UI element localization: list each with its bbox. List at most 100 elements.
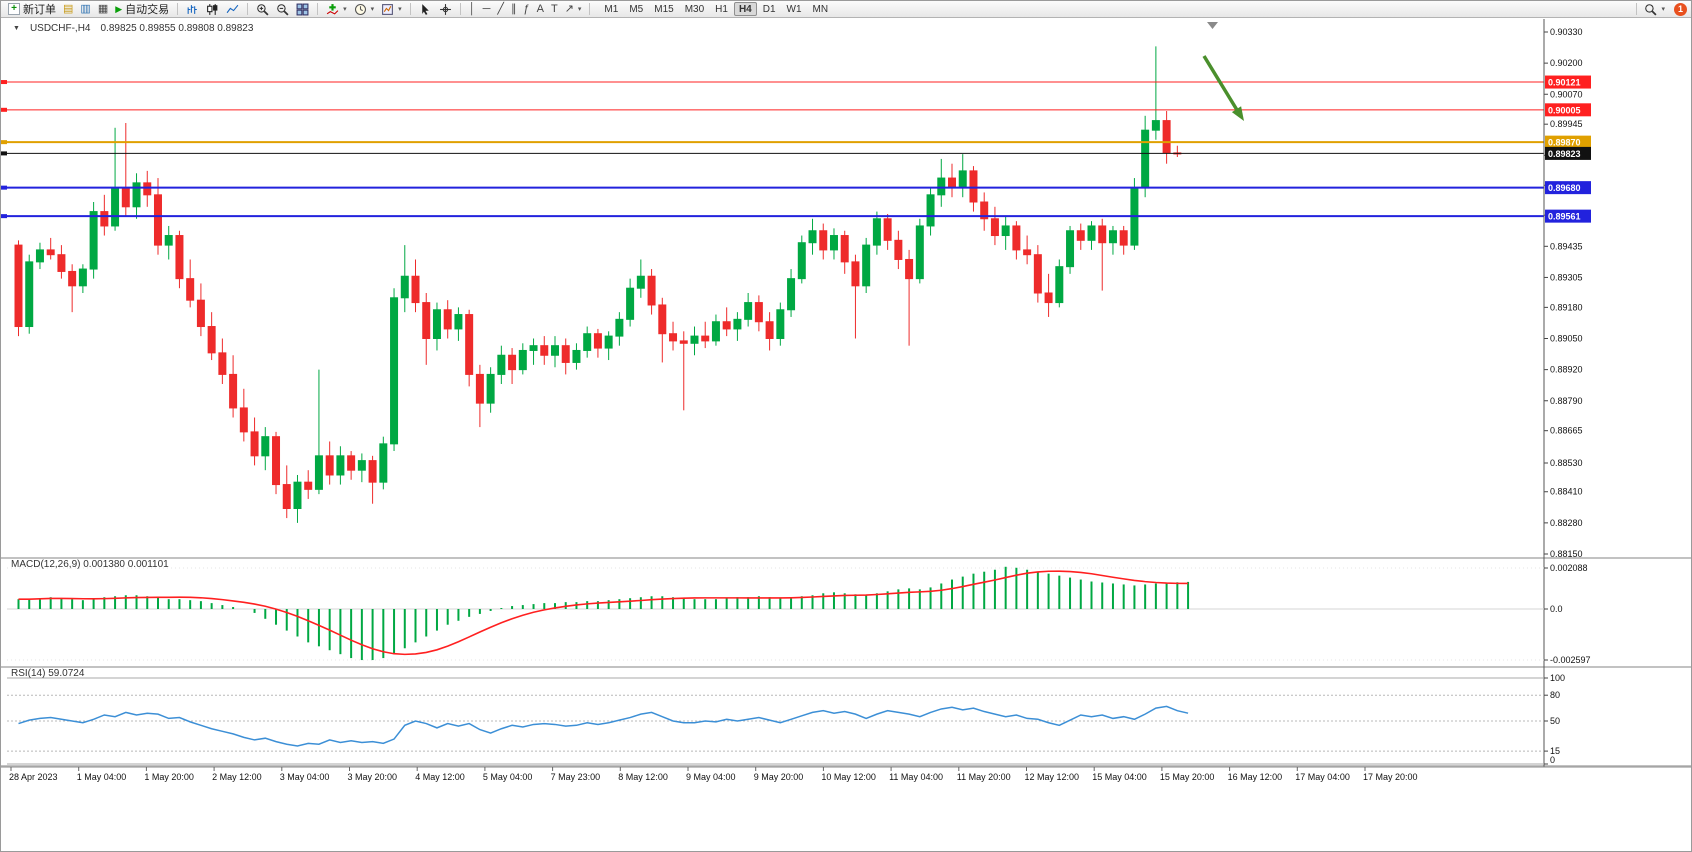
zoom-in-button[interactable] bbox=[253, 2, 272, 17]
trendline-icon: ╱ bbox=[497, 2, 504, 15]
candle bbox=[1119, 225, 1128, 255]
line-left-handle bbox=[1, 140, 7, 145]
candle bbox=[132, 173, 141, 219]
clock-icon bbox=[354, 3, 366, 15]
candle bbox=[14, 240, 23, 337]
timeframe-d1[interactable]: D1 bbox=[758, 2, 781, 16]
timeframe-m1[interactable]: M1 bbox=[599, 2, 623, 16]
price-axis-label: 0.89435 bbox=[1550, 241, 1583, 251]
line-chart-button[interactable] bbox=[223, 2, 242, 17]
market-watch-button[interactable]: ▤ bbox=[60, 2, 76, 17]
panel-separator[interactable] bbox=[1, 557, 1692, 559]
candle bbox=[196, 283, 205, 337]
timeframe-m30[interactable]: M30 bbox=[680, 2, 709, 16]
candle bbox=[980, 192, 989, 231]
periods-button[interactable]: ▾ bbox=[351, 2, 378, 17]
timeframe-m15[interactable]: M15 bbox=[649, 2, 678, 16]
candle bbox=[175, 230, 184, 289]
candle bbox=[314, 369, 323, 495]
time-axis-label: 7 May 23:00 bbox=[551, 772, 601, 782]
time-axis-label: 17 May 20:00 bbox=[1363, 772, 1418, 782]
tile-windows-button[interactable] bbox=[293, 2, 312, 17]
price-tag-label: 0.89870 bbox=[1548, 138, 1581, 148]
cursor-button[interactable] bbox=[416, 2, 435, 17]
candle bbox=[443, 300, 452, 339]
candle bbox=[722, 307, 731, 337]
candle bbox=[787, 269, 796, 317]
panel-separator[interactable] bbox=[1, 765, 1692, 767]
bar-chart-button[interactable] bbox=[183, 2, 202, 17]
price-axis-label: 0.88150 bbox=[1550, 549, 1583, 559]
candle bbox=[1098, 218, 1107, 291]
candle bbox=[701, 321, 710, 349]
chevron-down-icon: ▾ bbox=[577, 6, 582, 13]
text-tool-button[interactable]: A bbox=[534, 2, 547, 17]
candle bbox=[454, 307, 463, 341]
templates-button[interactable]: ▾ bbox=[378, 2, 405, 17]
candle bbox=[207, 312, 216, 361]
fibonacci-tool-button[interactable]: ƒ bbox=[520, 2, 532, 17]
trend-arrow-head[interactable] bbox=[1231, 106, 1244, 121]
new-order-button[interactable]: + 新订单 bbox=[5, 2, 59, 17]
candle bbox=[808, 218, 817, 255]
zoom-out-button[interactable] bbox=[273, 2, 292, 17]
trendline-tool-button[interactable]: ╱ bbox=[494, 2, 507, 17]
autotrading-play-icon: ▶ bbox=[115, 3, 123, 14]
data-window-button[interactable]: ▥ bbox=[77, 2, 93, 17]
time-axis-label: 15 May 20:00 bbox=[1160, 772, 1215, 782]
candle bbox=[679, 331, 688, 411]
template-icon bbox=[382, 3, 394, 15]
navigator-button[interactable]: ▦ bbox=[95, 2, 111, 17]
chart-shift-marker[interactable] bbox=[1207, 22, 1218, 29]
search-button[interactable]: ▾ bbox=[1641, 2, 1668, 17]
crosshair-button[interactable] bbox=[436, 2, 455, 17]
candle bbox=[883, 213, 892, 250]
price-axis-label: 0.88410 bbox=[1550, 487, 1583, 497]
candle bbox=[776, 302, 785, 346]
time-axis-label: 2 May 12:00 bbox=[212, 772, 262, 782]
text-label-tool-button[interactable]: T bbox=[548, 2, 561, 17]
candle bbox=[1162, 111, 1171, 164]
chart-ohlc-values: 0.89825 0.89855 0.89808 0.89823 bbox=[100, 23, 254, 34]
candle bbox=[497, 345, 506, 384]
candle bbox=[733, 312, 742, 341]
candle bbox=[862, 237, 871, 293]
chart-symbol-timeframe: USDCHF-,H4 bbox=[29, 23, 91, 34]
panel-separator[interactable] bbox=[1, 666, 1692, 668]
collapse-icon[interactable]: ▼ bbox=[13, 25, 20, 32]
zoom-in-icon bbox=[257, 3, 269, 16]
timeframe-h4[interactable]: H4 bbox=[733, 2, 757, 16]
candle bbox=[89, 202, 98, 279]
candle bbox=[164, 225, 173, 260]
trend-arrow[interactable] bbox=[1202, 55, 1239, 111]
time-axis-label: 28 Apr 2023 bbox=[9, 772, 58, 782]
time-axis-label: 8 May 12:00 bbox=[618, 772, 668, 782]
timeframe-w1[interactable]: W1 bbox=[782, 2, 807, 16]
candle bbox=[765, 312, 774, 351]
macd-axis-label: 0.002088 bbox=[1550, 563, 1588, 573]
candle bbox=[422, 293, 431, 365]
timeframe-m5[interactable]: M5 bbox=[624, 2, 648, 16]
autotrading-button[interactable]: ▶ 自动交易 bbox=[112, 2, 172, 17]
candle bbox=[143, 170, 152, 207]
channel-tool-button[interactable]: ∥ bbox=[508, 2, 520, 17]
vertical-line-tool-button[interactable]: │ bbox=[466, 2, 479, 17]
candlestick-chart-button[interactable] bbox=[203, 2, 222, 17]
candle bbox=[239, 388, 248, 442]
zoom-out-icon bbox=[277, 3, 289, 16]
horizontal-line-tool-button[interactable]: ─ bbox=[480, 2, 494, 17]
new-order-label: 新订单 bbox=[23, 4, 56, 16]
notification-badge[interactable]: 1 bbox=[1674, 2, 1687, 16]
indicators-icon bbox=[326, 3, 339, 14]
indicators-button[interactable]: ▾ bbox=[323, 2, 350, 17]
timeframe-mn[interactable]: MN bbox=[808, 2, 834, 16]
arrow-objects-button[interactable]: ↗ ▾ bbox=[562, 2, 585, 17]
candle bbox=[561, 338, 570, 375]
timeframe-h1[interactable]: H1 bbox=[710, 2, 733, 16]
line-left-handle bbox=[1, 214, 7, 219]
candle bbox=[905, 249, 914, 346]
candle bbox=[604, 331, 613, 361]
candle bbox=[690, 326, 699, 356]
candle bbox=[336, 446, 345, 485]
